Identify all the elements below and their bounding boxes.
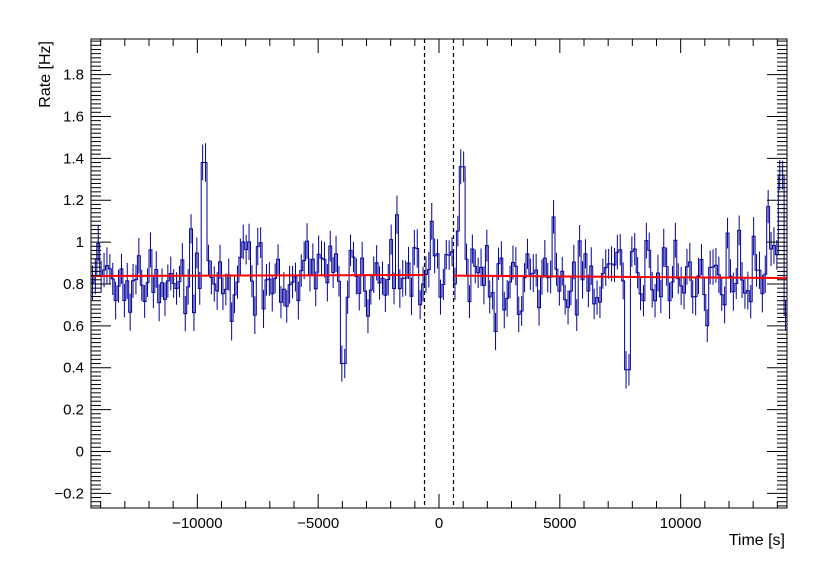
y-tick-label: 0.2 (63, 402, 84, 419)
y-axis-title: Rate [Hz] (37, 41, 54, 108)
rate-error-bars (91, 143, 787, 389)
x-tick-label: 0 (435, 515, 443, 532)
y-tick-label: 1.8 (63, 67, 84, 84)
axis-ticks: −10000 −5000 0 5000 10000 −0.2 0 0.2 0.4 0.6 0.8 1 1… (54, 39, 787, 532)
x-axis-title: Time [s] (729, 532, 785, 549)
y-tick-label: 0.8 (63, 276, 84, 293)
y-tick-label: 1.4 (63, 150, 84, 167)
y-tick-label: 1 (76, 234, 84, 251)
x-tick-label: −5000 (297, 515, 339, 532)
y-tick-label: −0.2 (54, 485, 84, 502)
x-tick-label: 10000 (660, 515, 702, 532)
fit-line-segment-2 (453, 274, 788, 280)
x-tick-label: 5000 (543, 515, 576, 532)
data-layer (90, 143, 787, 389)
y-tick-label: 0.6 (63, 318, 84, 335)
x-tick-label: −10000 (172, 515, 222, 532)
rate-histogram-line (90, 162, 787, 371)
y-tick-label: 0.4 (63, 360, 84, 377)
y-tick-label: 1.2 (63, 192, 84, 209)
fit-line-segment-1 (90, 273, 425, 278)
fit-layer (90, 273, 788, 280)
y-tick-label: 0 (76, 443, 84, 460)
y-tick-label: 1.6 (63, 108, 84, 125)
vertical-lines (423, 39, 455, 508)
